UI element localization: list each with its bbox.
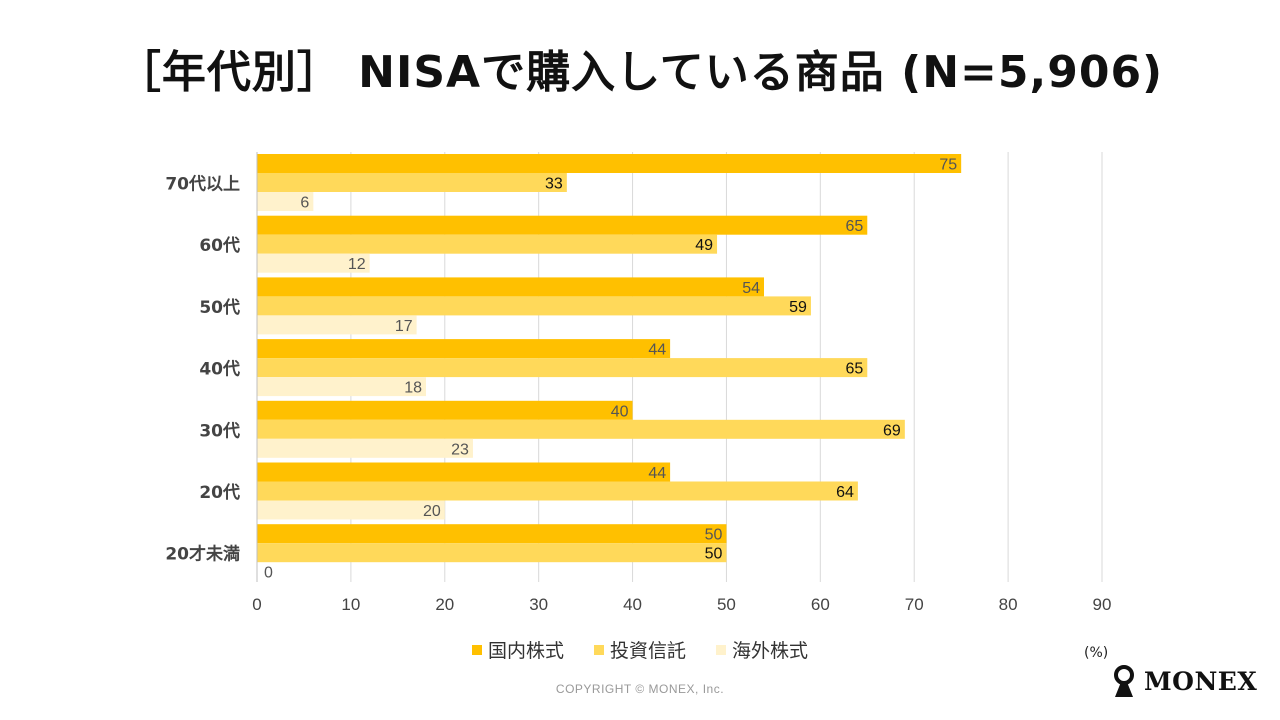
legend-swatch [716, 644, 726, 655]
x-tick-label: 60 [811, 595, 830, 614]
category-label: 30代 [199, 420, 240, 441]
category-labels: 70代以上 60代 50代 40代 30代 20代 20才未満 [165, 174, 240, 565]
data-label: 17 [395, 318, 413, 335]
data-label: 50 [705, 546, 723, 563]
legend-label: 投資信託 [609, 640, 686, 662]
bar-投資信託 [257, 481, 858, 501]
data-label: 75 [939, 157, 957, 174]
bar-国内株式 [257, 215, 868, 235]
legend-label: 海外株式 [732, 640, 809, 662]
bar-国内株式 [257, 524, 727, 544]
monex-logo-icon [1114, 665, 1134, 697]
legend-swatch [471, 644, 482, 655]
data-label: 12 [348, 256, 366, 273]
data-label: 33 [545, 176, 563, 193]
bar-海外株式 [257, 500, 445, 520]
x-tick-label: 90 [1093, 595, 1112, 614]
category-label: 50代 [199, 297, 240, 318]
legend-item: 国内株式 [471, 636, 564, 663]
chart-title: ［年代別］ NISAで購入している商品 (N=5,906) [116, 47, 1164, 98]
bar-海外株式 [257, 253, 370, 273]
bar-海外株式 [257, 438, 473, 458]
data-labels: 75 33 6 65 49 12 54 59 17 44 65 18 40 69 23 44 64 20 50 50 0 [264, 157, 957, 582]
bar-投資信託 [257, 358, 868, 378]
data-label: 49 [695, 237, 713, 254]
data-label: 20 [423, 503, 441, 520]
unit-label: (%) [1084, 645, 1109, 661]
data-label: 44 [648, 342, 666, 359]
category-label: 60代 [199, 235, 240, 256]
x-tick-label: 30 [529, 595, 548, 614]
bar-国内株式 [257, 154, 962, 173]
x-tick-label: 10 [341, 595, 360, 614]
bar-投資信託 [257, 296, 811, 316]
data-label: 6 [300, 195, 309, 212]
bar-国内株式 [257, 400, 633, 420]
data-label: 65 [845, 361, 863, 378]
data-label: 65 [845, 218, 863, 235]
bar-国内株式 [257, 462, 671, 482]
x-tick-labels: 0 10 20 30 40 50 60 70 80 90 [252, 595, 1111, 614]
data-label: 44 [648, 465, 666, 482]
category-label: 20代 [199, 482, 240, 503]
data-label: 69 [883, 422, 901, 439]
data-label: 23 [451, 441, 469, 458]
category-label: 70代以上 [165, 174, 240, 195]
bars [257, 154, 962, 563]
bar-国内株式 [257, 277, 764, 297]
bar-投資信託 [257, 234, 718, 254]
legend-label: 国内株式 [487, 640, 564, 662]
bar-投資信託 [257, 419, 905, 439]
copyright-text: COPYRIGHT © MONEX, Inc. [555, 682, 725, 696]
data-label: 50 [705, 527, 723, 544]
legend-swatch [593, 644, 604, 655]
x-tick-label: 80 [999, 595, 1018, 614]
bar-海外株式 [257, 315, 417, 335]
x-tick-label: 20 [435, 595, 454, 614]
legend-item: 投資信託 [593, 636, 686, 663]
data-label: 18 [404, 380, 422, 397]
category-label: 20才未満 [165, 544, 240, 565]
data-label: 0 [264, 565, 273, 582]
bar-海外株式 [257, 377, 426, 397]
bar-海外株式 [257, 192, 314, 211]
legend: 国内株式 投資信託 海外株式 [0, 636, 1280, 663]
data-label: 64 [836, 484, 854, 501]
x-tick-label: 70 [905, 595, 924, 614]
bar-国内株式 [257, 339, 671, 359]
category-label: 40代 [199, 359, 240, 380]
brand-name: MONEX [1144, 666, 1258, 696]
bar-投資信託 [257, 173, 567, 192]
data-label: 40 [611, 403, 629, 420]
brand-logo: MONEX [1110, 664, 1257, 698]
legend-item: 海外株式 [716, 636, 808, 663]
bar-投資信託 [257, 543, 727, 563]
x-tick-label: 40 [623, 595, 642, 614]
x-tick-label: 0 [252, 595, 261, 614]
data-label: 59 [789, 299, 807, 316]
x-tick-label: 50 [717, 595, 736, 614]
data-label: 54 [742, 280, 760, 297]
